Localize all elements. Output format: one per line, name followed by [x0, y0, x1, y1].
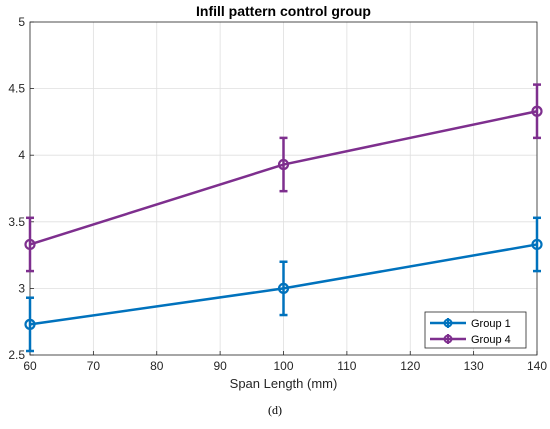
data-point	[277, 282, 290, 294]
legend-entry-1: Group 1	[430, 318, 511, 330]
x-tick-label: 60	[23, 359, 37, 373]
y-tick-label: 4	[18, 148, 25, 162]
data-point	[531, 105, 543, 117]
legend-marker	[443, 318, 453, 328]
series-2	[24, 83, 543, 273]
x-axis-label: Span Length (mm)	[230, 376, 338, 391]
series-group	[24, 83, 543, 353]
legend-label: Group 4	[471, 334, 511, 346]
legend: Group 1 Group 4	[424, 311, 527, 349]
x-tick-label: 110	[337, 359, 356, 373]
x-tick-label: 130	[464, 359, 484, 373]
legend-marker	[443, 334, 453, 344]
legend-entry-2: Group 4	[430, 334, 511, 346]
x-tick-label: 120	[400, 359, 420, 373]
chart-title: Infill pattern control group	[196, 3, 371, 19]
y-tick-label: 4.5	[8, 82, 25, 96]
figure-caption: (d)	[268, 403, 282, 417]
data-point	[277, 158, 290, 171]
x-tick-label: 70	[87, 359, 101, 373]
y-tick-label: 2.5	[8, 348, 25, 362]
legend-label: Group 1	[471, 318, 511, 330]
x-tick-label: 100	[273, 359, 293, 373]
data-point	[24, 318, 36, 330]
y-tick-label: 3.5	[8, 215, 25, 229]
data-point	[531, 238, 543, 251]
y-tick-label: 5	[18, 15, 25, 29]
series-1	[24, 216, 543, 353]
y-axis-ticks: 2.5 3 3.5 4 4.5 5	[8, 15, 34, 362]
x-tick-label: 140	[527, 359, 547, 373]
x-tick-label: 80	[150, 359, 164, 373]
x-tick-label: 90	[213, 359, 227, 373]
data-point	[24, 238, 36, 251]
x-axis-ticks: 60 70 80 90 100 110 120 130 140	[23, 351, 547, 373]
legend-box	[424, 311, 527, 349]
y-tick-label: 3	[18, 281, 25, 295]
